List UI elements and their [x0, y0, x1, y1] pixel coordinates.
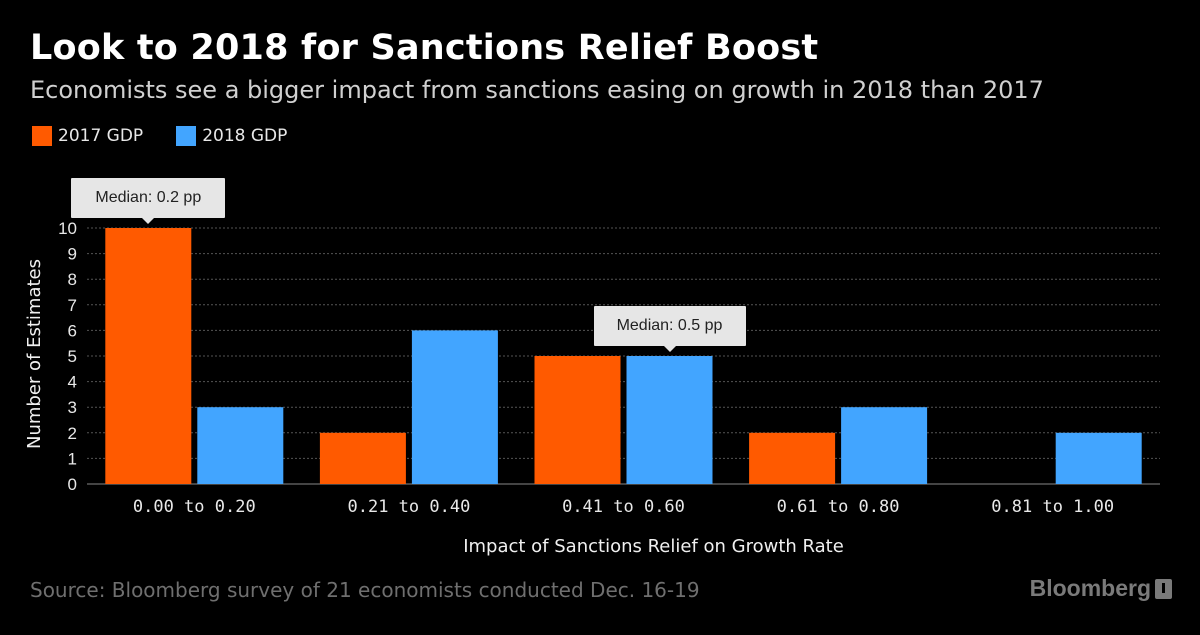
bar-2018-2 — [626, 356, 713, 484]
y-tick-label: 9 — [68, 245, 77, 264]
y-tick-label: 1 — [68, 449, 77, 468]
x-tick-label: 0.00 to 0.20 — [133, 497, 256, 517]
bar-2018-4 — [1055, 432, 1142, 484]
legend-swatch-2017 — [32, 126, 52, 146]
x-axis-title: Impact of Sanctions Relief on Growth Rat… — [463, 536, 844, 557]
chart-subtitle: Economists see a bigger impact from sanc… — [30, 76, 1044, 104]
bloomberg-terminal-icon — [1155, 578, 1172, 599]
source-note: Source: Bloomberg survey of 21 economist… — [30, 578, 700, 602]
y-tick-label: 2 — [68, 424, 77, 443]
y-tick-label: 6 — [68, 321, 77, 340]
legend: 2017 GDP 2018 GDP — [32, 126, 320, 146]
x-tick-label: 0.41 to 0.60 — [562, 497, 685, 517]
bar-2017-0 — [105, 228, 192, 484]
legend-label-2018: 2018 GDP — [202, 126, 288, 146]
bar-2018-0 — [197, 407, 284, 484]
bar-2017-1 — [319, 432, 406, 484]
y-tick-label: 4 — [68, 373, 77, 392]
bar-2018-3 — [841, 407, 928, 484]
bar-2017-3 — [749, 432, 836, 484]
x-tick-label: 0.81 to 1.00 — [991, 497, 1114, 517]
brand-logo: Bloomberg — [1030, 575, 1172, 602]
y-tick-label: 3 — [68, 398, 77, 417]
median-callout-2017: Median: 0.2 pp — [71, 178, 226, 224]
x-tick-label: 0.61 to 0.80 — [777, 497, 900, 517]
legend-item-2018: 2018 GDP — [176, 126, 287, 146]
y-tick-label: 0 — [68, 475, 77, 494]
bar-2017-2 — [534, 356, 621, 484]
median-callout-2018: Median: 0.5 pp — [593, 306, 746, 352]
chart-title: Look to 2018 for Sanctions Relief Boost — [30, 28, 819, 68]
legend-label-2017: 2017 GDP — [58, 126, 144, 146]
y-tick-label: 7 — [68, 296, 77, 315]
y-tick-label: 8 — [68, 270, 77, 289]
x-tick-label: 0.21 to 0.40 — [347, 497, 470, 517]
y-tick-label: 10 — [58, 219, 77, 238]
bar-2018-1 — [411, 330, 498, 484]
legend-swatch-2018 — [176, 126, 197, 146]
y-tick-label: 5 — [68, 347, 77, 366]
y-axis-title: Number of Estimates — [24, 259, 45, 449]
legend-item-2017: 2017 GDP — [32, 126, 143, 146]
brand-name: Bloomberg — [1029, 575, 1151, 601]
